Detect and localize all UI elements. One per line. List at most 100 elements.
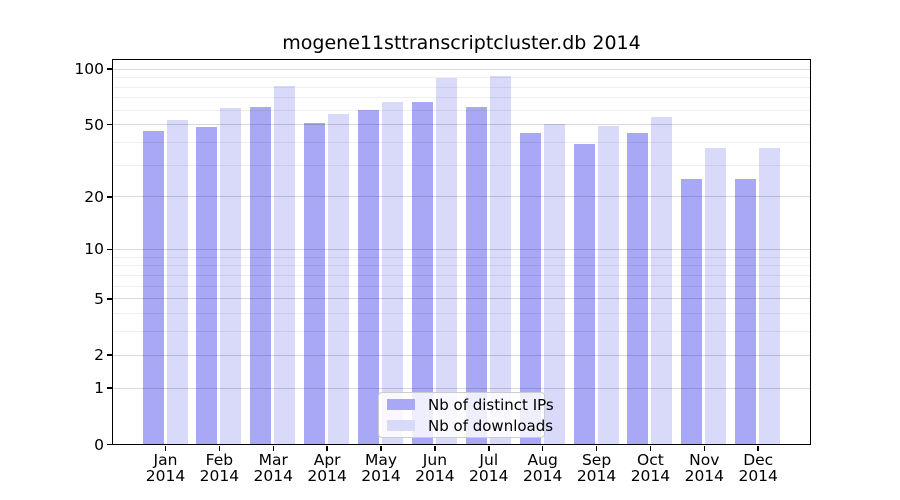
x-tick-label-apr: Apr 2014 bbox=[295, 450, 359, 485]
y-tick-label-2: 2 bbox=[94, 346, 104, 365]
legend-label-distinct-ips: Nb of distinct IPs bbox=[428, 395, 554, 414]
bar-downloads-oct bbox=[651, 116, 673, 444]
x-tick-month-apr: Apr bbox=[313, 450, 341, 469]
legend: Nb of distinct IPs Nb of downloads bbox=[378, 392, 554, 438]
x-tick-label-mar: Mar 2014 bbox=[241, 450, 305, 485]
x-tick-label-jun: Jun 2014 bbox=[403, 450, 467, 485]
x-tick-year-jan: 2014 bbox=[145, 467, 186, 485]
legend-entry-distinct-ips: Nb of distinct IPs bbox=[387, 396, 554, 414]
bar-downloads-aug bbox=[543, 124, 565, 444]
x-tick-mark-jun bbox=[434, 446, 436, 451]
x-tick-year-jul: 2014 bbox=[469, 467, 509, 485]
chart-title: mogene11sttranscriptcluster.db 2014 bbox=[282, 32, 641, 54]
x-tick-mark-oct bbox=[649, 446, 652, 451]
x-tick-label-jul: Jul 2014 bbox=[457, 450, 521, 485]
x-tick-month-jan: Jan bbox=[153, 450, 178, 469]
y-tick-mark-10 bbox=[106, 248, 112, 251]
bar-distinct-ips-dec bbox=[735, 178, 757, 444]
x-tick-mark-jul bbox=[488, 446, 490, 451]
x-tick-month-dec: Dec bbox=[743, 450, 774, 469]
bar-downloads-jan bbox=[166, 119, 188, 444]
x-tick-year-may: 2014 bbox=[361, 467, 401, 485]
x-tick-label-may: May 2014 bbox=[349, 450, 413, 485]
x-tick-year-mar: 2014 bbox=[253, 467, 293, 485]
x-tick-mark-apr bbox=[326, 446, 328, 451]
bar-distinct-ips-oct bbox=[627, 132, 649, 444]
y-tick-mark-1 bbox=[106, 387, 112, 389]
x-tick-label-feb: Feb 2014 bbox=[187, 450, 251, 485]
bar-distinct-ips-jan bbox=[142, 130, 164, 444]
x-tick-label-sep: Sep 2014 bbox=[565, 451, 629, 485]
x-tick-month-aug: Aug bbox=[527, 450, 558, 469]
y-tick-mark-2 bbox=[106, 354, 112, 356]
x-tick-year-feb: 2014 bbox=[199, 467, 240, 485]
gridline-major-100 bbox=[112, 68, 810, 70]
gridline-minor-80 bbox=[112, 86, 810, 88]
y-tick-label-20: 20 bbox=[84, 187, 104, 206]
x-tick-mark-may bbox=[380, 446, 382, 451]
bar-distinct-ips-may bbox=[358, 109, 380, 444]
bar-downloads-may bbox=[382, 101, 404, 444]
plot-area bbox=[111, 59, 811, 445]
legend-swatch-distinct-ips bbox=[387, 399, 415, 410]
legend-swatch-downloads bbox=[387, 420, 415, 431]
x-tick-month-feb: Feb bbox=[205, 450, 234, 469]
gridline-minor-60 bbox=[112, 109, 810, 111]
y-tick-label-1: 1 bbox=[94, 379, 104, 398]
bar-distinct-ips-sep bbox=[573, 143, 595, 444]
x-tick-label-dec: Dec 2014 bbox=[726, 450, 790, 485]
x-tick-mark-dec bbox=[757, 446, 759, 451]
x-tick-mark-mar bbox=[272, 446, 274, 451]
bar-downloads-mar bbox=[274, 85, 296, 444]
x-tick-year-aug: 2014 bbox=[522, 467, 563, 485]
x-tick-year-jun: 2014 bbox=[415, 467, 455, 485]
x-tick-year-apr: 2014 bbox=[307, 467, 347, 485]
gridline-minor-70 bbox=[112, 97, 810, 99]
bar-downloads-sep bbox=[597, 125, 619, 444]
x-tick-month-nov: Nov bbox=[689, 450, 720, 469]
x-tick-month-may: May bbox=[364, 450, 398, 469]
x-tick-mark-sep bbox=[595, 446, 598, 451]
bar-distinct-ips-jun bbox=[411, 101, 433, 444]
bar-downloads-apr bbox=[328, 113, 350, 444]
y-tick-mark-0 bbox=[106, 443, 112, 446]
y-tick-label-0: 0 bbox=[94, 435, 104, 454]
x-tick-mark-jan bbox=[164, 446, 167, 451]
y-tick-label-100: 100 bbox=[74, 60, 104, 79]
bar-distinct-ips-nov bbox=[681, 178, 703, 444]
x-tick-mark-nov bbox=[703, 446, 706, 451]
y-tick-mark-5 bbox=[106, 298, 112, 300]
y-tick-mark-100 bbox=[106, 68, 112, 70]
legend-label-downloads: Nb of downloads bbox=[428, 416, 554, 435]
bar-distinct-ips-feb bbox=[196, 127, 218, 444]
y-tick-label-5: 5 bbox=[94, 289, 104, 308]
y-tick-label-10: 10 bbox=[84, 240, 104, 259]
bar-distinct-ips-jul bbox=[465, 106, 487, 444]
bar-distinct-ips-apr bbox=[304, 122, 326, 444]
gridline-major-50 bbox=[112, 124, 810, 126]
y-tick-label-50: 50 bbox=[84, 115, 104, 134]
bar-downloads-jun bbox=[435, 77, 457, 444]
x-tick-month-mar: Mar bbox=[258, 450, 288, 469]
x-tick-label-aug: Aug 2014 bbox=[511, 450, 575, 485]
x-tick-year-oct: 2014 bbox=[630, 467, 671, 485]
y-tick-mark-50 bbox=[106, 123, 112, 126]
x-tick-year-nov: 2014 bbox=[684, 467, 725, 485]
y-tick-mark-20 bbox=[106, 196, 112, 198]
x-tick-label-oct: Oct 2014 bbox=[618, 450, 682, 485]
x-tick-label-nov: Nov 2014 bbox=[672, 450, 736, 485]
bar-downloads-dec bbox=[759, 148, 781, 444]
x-tick-month-jun: Jun bbox=[422, 450, 448, 469]
gridline-minor-90 bbox=[112, 77, 810, 79]
bar-distinct-ips-aug bbox=[519, 132, 541, 444]
bar-downloads-jul bbox=[489, 76, 511, 444]
bar-downloads-nov bbox=[705, 148, 727, 444]
x-tick-mark-aug bbox=[541, 446, 544, 451]
x-tick-mark-feb bbox=[218, 446, 221, 451]
bar-distinct-ips-mar bbox=[250, 106, 272, 444]
x-tick-year-dec: 2014 bbox=[738, 467, 778, 485]
x-tick-month-oct: Oct bbox=[637, 450, 664, 469]
x-tick-month-jul: Jul bbox=[479, 450, 499, 469]
legend-entry-downloads: Nb of downloads bbox=[387, 417, 553, 435]
